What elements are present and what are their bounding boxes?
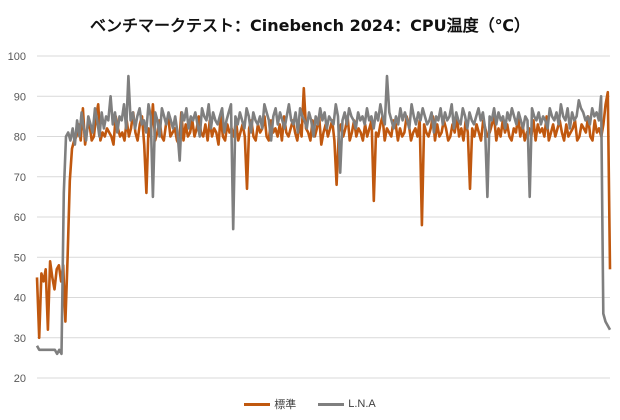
y-tick-label: 60 <box>14 212 26 224</box>
gridlines <box>37 55 610 379</box>
chart-title: ベンチマークテスト：Cinebench 2024：CPU温度（℃） <box>90 16 530 35</box>
y-tick-label: 50 <box>14 252 26 264</box>
y-tick-label: 100 <box>8 51 26 63</box>
legend: 標準 L.N.A <box>0 396 620 412</box>
series-line-2 <box>35 74 612 356</box>
legend-label-series-2: L.N.A <box>348 398 376 410</box>
y-tick-label: 20 <box>14 373 26 385</box>
legend-item-series-2: L.N.A <box>318 396 376 412</box>
series-lines <box>35 74 612 356</box>
legend-swatch-series-1 <box>244 402 271 406</box>
legend-swatch-series-2 <box>318 402 345 406</box>
y-tick-label: 30 <box>14 333 26 345</box>
y-tick-label: 40 <box>14 293 26 305</box>
y-tick-label: 90 <box>14 91 26 103</box>
legend-label-series-1: 標準 <box>274 399 297 411</box>
y-tick-label: 70 <box>14 172 26 184</box>
y-tick-label: 80 <box>14 132 26 144</box>
y-axis-tick-labels: 100 90 80 70 60 50 40 30 20 <box>8 51 26 385</box>
legend-item-series-1: 標準 <box>244 396 296 412</box>
